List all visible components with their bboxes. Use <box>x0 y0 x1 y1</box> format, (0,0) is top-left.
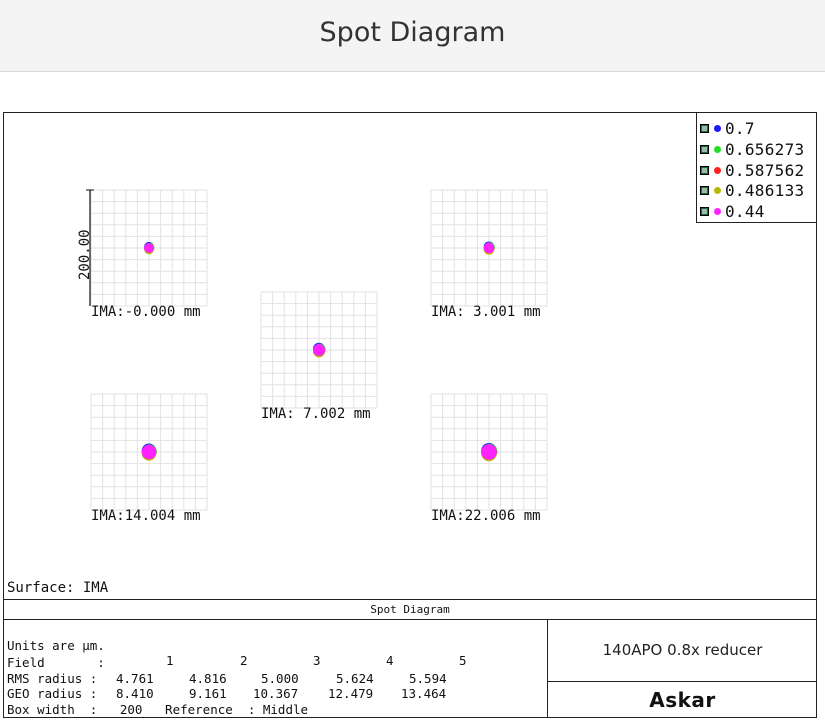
strip-title: Spot Diagram <box>3 599 817 620</box>
legend-label: 0.587562 <box>725 160 805 180</box>
info-divider <box>547 620 548 718</box>
rms-value: 5.594 <box>409 671 447 686</box>
rms-row-label: RMS radius : <box>7 671 98 686</box>
spot-point <box>141 444 157 460</box>
field-label-4: IMA:14.004 mm <box>91 508 201 524</box>
field-label-2: IMA: 3.001 mm <box>431 304 541 320</box>
box-width-line: Box width : 200 Reference : Middle <box>7 702 309 717</box>
legend-label: 0.44 <box>725 201 765 221</box>
plot-frame <box>3 112 817 718</box>
legend-swatch <box>714 124 721 132</box>
info-block: Units are µm. Field : 1 2 3 4 5 RMS radi… <box>3 620 547 718</box>
wavelength-legend: 0.7 0.656273 0.587562 0.486133 0.44 <box>696 112 817 223</box>
rms-value: 4.816 <box>189 671 227 686</box>
units-line: Units are µm. <box>7 638 105 653</box>
spot-point <box>483 242 495 254</box>
geo-value: 9.161 <box>189 686 227 701</box>
spot-point <box>144 243 154 253</box>
field-number: 1 <box>166 653 174 668</box>
field-label-3: IMA: 7.002 mm <box>261 406 371 422</box>
page-header: Spot Diagram <box>0 0 825 72</box>
rms-value: 5.624 <box>336 671 374 686</box>
spot-box <box>90 393 208 511</box>
lens-model-label: 140APO 0.8x reducer <box>602 641 763 659</box>
legend-label: 0.7 <box>725 118 755 138</box>
surface-label: Surface: IMA <box>7 580 109 596</box>
field-label-1: IMA:-0.000 mm <box>91 304 201 320</box>
spot-box <box>90 189 208 307</box>
field-number: 2 <box>240 653 248 668</box>
legend-item: 0.486133 <box>700 180 804 200</box>
field-number: 5 <box>459 653 467 668</box>
spot-point <box>312 343 326 357</box>
geo-value: 13.464 <box>401 686 447 701</box>
geo-row-label: GEO radius : <box>7 686 98 701</box>
legend-checkbox-icon[interactable] <box>700 123 709 133</box>
legend-swatch <box>714 207 721 215</box>
legend-item: 0.587562 <box>700 160 804 180</box>
page-title: Spot Diagram <box>319 17 506 48</box>
geo-value: 10.367 <box>253 686 299 701</box>
box-scale-label: 200.00 <box>77 229 93 280</box>
spot-point <box>481 444 497 460</box>
legend-label: 0.656273 <box>725 139 805 159</box>
spot-box <box>260 291 378 409</box>
legend-item: 0.656273 <box>700 139 804 159</box>
legend-item: 0.44 <box>700 201 765 221</box>
field-number: 3 <box>313 653 321 668</box>
geo-value: 8.410 <box>116 686 154 701</box>
field-label-5: IMA:22.006 mm <box>431 508 541 524</box>
legend-item: 0.7 <box>700 118 755 138</box>
legend-swatch <box>714 186 721 194</box>
spot-box <box>430 393 548 511</box>
legend-label: 0.486133 <box>725 180 805 200</box>
legend-checkbox-icon[interactable] <box>700 144 709 154</box>
brand-logo: Askar <box>649 688 716 712</box>
info-divider <box>547 681 817 682</box>
rms-value: 4.761 <box>116 671 154 686</box>
spot-box <box>430 189 548 307</box>
legend-swatch <box>714 166 721 174</box>
legend-checkbox-icon[interactable] <box>700 165 709 175</box>
field-number: 4 <box>386 653 394 668</box>
legend-swatch <box>714 145 721 153</box>
legend-checkbox-icon[interactable] <box>700 206 709 216</box>
legend-checkbox-icon[interactable] <box>700 185 709 195</box>
rms-value: 5.000 <box>261 671 299 686</box>
field-row-label: Field : <box>7 655 105 670</box>
geo-value: 12.479 <box>328 686 374 701</box>
